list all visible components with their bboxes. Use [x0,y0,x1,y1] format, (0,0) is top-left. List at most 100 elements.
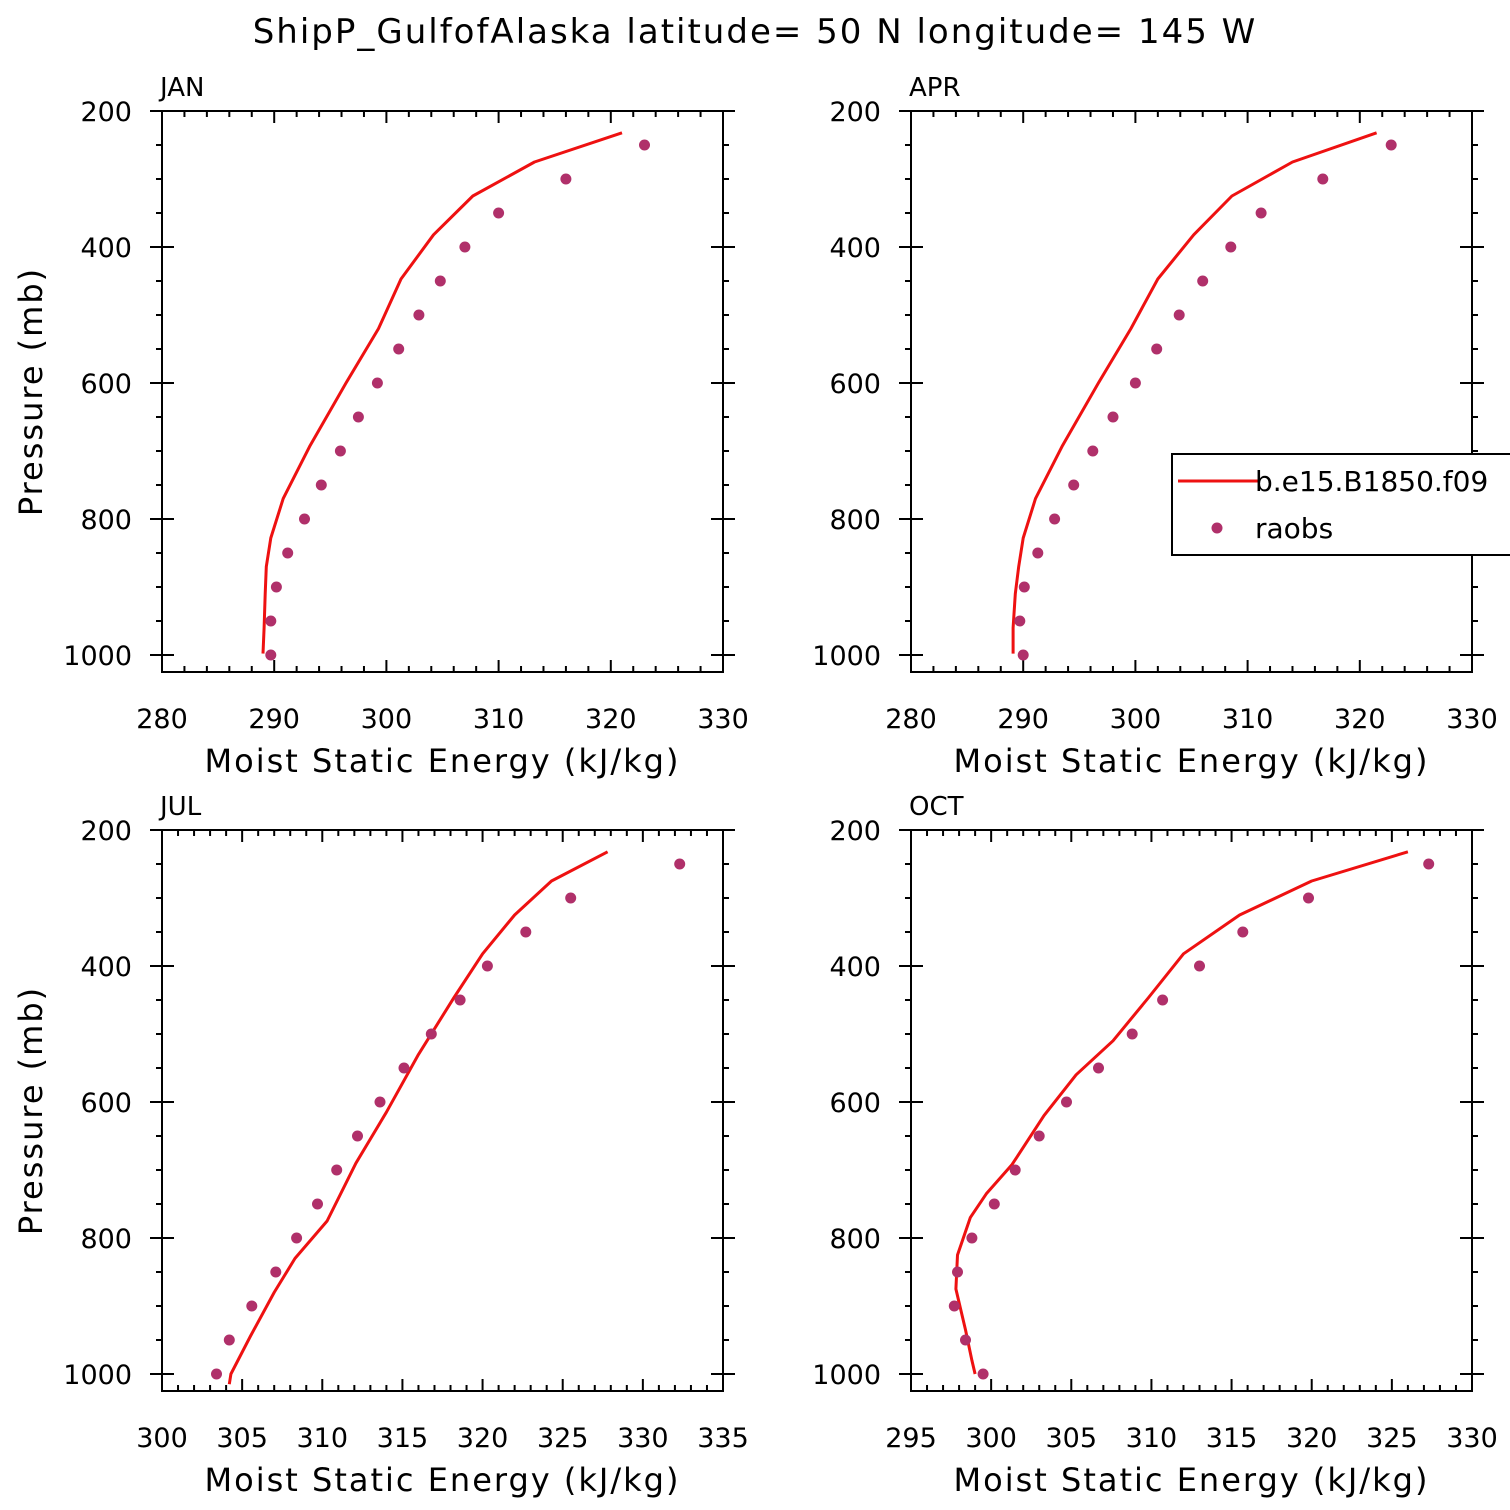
x-tick-label: 325 [537,1423,589,1454]
raobs-point [520,926,532,938]
x-tick-label: 290 [248,704,300,735]
raobs-point [246,1300,258,1312]
raobs-point [1197,275,1209,287]
x-tick-label: 310 [1126,1423,1178,1454]
model-series-line [261,131,623,654]
legend-box [1171,453,1510,556]
legend: b.e15.B1850.f09 raobs [1171,453,1510,556]
raobs-point [299,513,310,525]
raobs-point [352,1130,363,1142]
raobs-point [211,1368,222,1380]
model-series-line [227,850,609,1385]
raobs-point [1009,1164,1021,1176]
legend-label-raobs: raobs [1255,512,1333,545]
chart-panel-jul: 300 305 310 315 320 325 330 335 200 400 600 800 1000… [12,792,749,1499]
raobs-point [398,1062,410,1074]
raobs-point [454,994,466,1006]
raobs-point [960,1334,971,1346]
raobs-point [1093,1062,1104,1074]
raobs-point [952,1266,963,1278]
raobs-point [1151,343,1163,355]
raobs-point [334,445,346,457]
x-tick-label: 330 [1446,1423,1498,1454]
x-tick-label: 315 [377,1423,429,1454]
x-tick-label: 320 [585,704,637,735]
panel-label: JUL [158,792,202,822]
x-tick-label: 295 [885,1423,937,1454]
y-tick-label: 1000 [812,641,881,672]
raobs-point [1423,858,1435,870]
raobs-point [1014,615,1026,627]
raobs-series [211,858,686,1380]
y-tick-label: 600 [829,1088,881,1119]
tick-marks [899,110,1484,672]
x-tick-label: 315 [1206,1423,1258,1454]
plot-frame [161,829,724,1392]
panel-label: APR [909,73,961,103]
x-tick-label: 305 [216,1423,268,1454]
y-tick-label: 200 [80,97,132,128]
x-tick-label: 310 [473,704,525,735]
x-tick-label: 300 [1110,704,1162,735]
raobs-point [413,309,425,321]
raobs-point [966,1232,978,1244]
raobs-point [223,1334,235,1346]
y-tick-label: 800 [80,505,132,536]
y-tick-label: 200 [80,816,132,847]
x-axis-label: Moist Static Energy (kJ/kg) [954,742,1430,780]
x-tick-label: 325 [1366,1423,1418,1454]
raobs-point [674,858,686,870]
x-axis-label: Moist Static Energy (kJ/kg) [205,742,681,780]
y-tick-label: 400 [829,952,881,983]
raobs-point [265,615,277,627]
raobs-point [1237,926,1249,938]
legend-marker-swatch [1211,522,1223,534]
raobs-point [565,892,577,904]
panel-label: JAN [158,73,204,103]
raobs-point [560,173,572,185]
tick-marks [899,829,1484,1391]
x-tick-label: 310 [1222,704,1274,735]
y-tick-label: 1000 [812,1360,881,1391]
y-tick-label: 600 [829,369,881,400]
x-tick-label: 290 [997,704,1049,735]
raobs-point [1157,994,1169,1006]
y-axis-label: Pressure (mb) [12,986,50,1235]
y-tick-label: 400 [80,952,132,983]
chart-panel-apr: 280 290 300 310 320 330 200 400 600 800 1000 Moist … [812,73,1497,780]
raobs-point [291,1232,303,1244]
raobs-series [265,139,650,661]
raobs-point [493,207,505,219]
raobs-series [948,858,1435,1380]
raobs-point [1173,309,1185,321]
x-tick-label: 335 [697,1423,749,1454]
legend-label-model: b.e15.B1850.f09 [1255,465,1488,498]
raobs-point [270,581,282,593]
chart-panel-jan: 280 290 300 310 320 330 200 400 600 800 1000 Moist … [12,73,749,780]
raobs-point [1068,479,1080,491]
plot-frame [910,110,1473,673]
raobs-point [282,547,294,559]
raobs-point [1107,411,1119,423]
y-tick-label: 1000 [63,641,132,672]
x-axis-label: Moist Static Energy (kJ/kg) [954,1461,1430,1499]
raobs-point [1385,139,1397,151]
x-tick-label: 320 [1334,704,1386,735]
chart-panel-oct: 295 300 305 310 315 320 325 330 200 400 600 800 1000… [812,792,1497,1499]
y-tick-label: 200 [829,97,881,128]
x-tick-label: 330 [617,1423,669,1454]
y-tick-label: 1000 [63,1360,132,1391]
plot-frame [161,110,724,673]
raobs-point [312,1198,323,1210]
model-series-line [1011,131,1378,654]
y-tick-label: 600 [80,369,132,400]
x-tick-label: 300 [965,1423,1017,1454]
x-tick-label: 300 [136,1423,188,1454]
raobs-point [1087,445,1099,457]
x-tick-label: 305 [1046,1423,1098,1454]
page-title: ShipP_GulfofAlaska latitude= 50 N longit… [252,12,1258,52]
raobs-point [1225,241,1237,253]
model-series-line [954,850,1409,1375]
x-axis-label: Moist Static Energy (kJ/kg) [205,1461,681,1499]
raobs-point [1255,207,1267,219]
